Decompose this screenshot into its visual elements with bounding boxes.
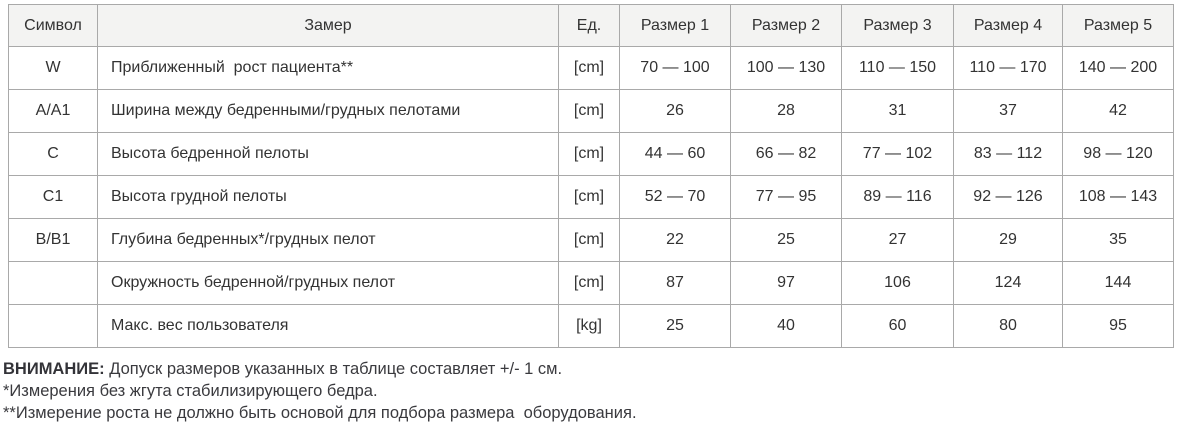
header-size-1: Размер 1	[619, 4, 731, 47]
unit-cell: [cm]	[558, 89, 620, 133]
header-measure: Замер	[97, 4, 559, 47]
header-size-3: Размер 3	[841, 4, 954, 47]
header-size-5: Размер 5	[1062, 4, 1174, 47]
size-cell: 29	[953, 218, 1063, 262]
size-cell: 42	[1062, 89, 1174, 133]
size-cell: 92 — 126	[953, 175, 1063, 219]
unit-cell: [kg]	[558, 304, 620, 348]
size-cell: 70 — 100	[619, 46, 731, 90]
size-cell: 110 — 170	[953, 46, 1063, 90]
footnote-1: *Измерения без жгута стабилизирующего бе…	[3, 382, 378, 400]
sizing-table-container: Символ Замер Ед. Размер 1 Размер 2 Разме…	[8, 4, 1174, 348]
size-cell: 66 — 82	[730, 132, 842, 176]
size-cell: 25	[730, 218, 842, 262]
header-symbol: Символ	[8, 4, 98, 47]
unit-cell: [cm]	[558, 261, 620, 305]
measure-cell: Глубина бедренных*/грудных пелот	[97, 218, 559, 262]
header-unit: Ед.	[558, 4, 620, 47]
table-body: W Приближенный рост пациента** [cm] 70 —…	[8, 46, 1174, 348]
size-cell: 60	[841, 304, 954, 348]
size-cell: 28	[730, 89, 842, 133]
unit-cell: [cm]	[558, 132, 620, 176]
table-row: A/A1 Ширина между бедренными/грудных пел…	[8, 89, 1174, 133]
size-cell: 87	[619, 261, 731, 305]
table-row: W Приближенный рост пациента** [cm] 70 —…	[8, 46, 1174, 90]
symbol-cell	[8, 304, 98, 348]
symbol-cell: C	[8, 132, 98, 176]
size-cell: 100 — 130	[730, 46, 842, 90]
header-size-4: Размер 4	[953, 4, 1063, 47]
unit-cell: [cm]	[558, 218, 620, 262]
measure-cell: Приближенный рост пациента**	[97, 46, 559, 90]
size-cell: 110 — 150	[841, 46, 954, 90]
header-size-2: Размер 2	[730, 4, 842, 47]
size-cell: 31	[841, 89, 954, 133]
size-cell: 89 — 116	[841, 175, 954, 219]
size-cell: 77 — 102	[841, 132, 954, 176]
size-cell: 44 — 60	[619, 132, 731, 176]
size-cell: 98 — 120	[1062, 132, 1174, 176]
size-cell: 22	[619, 218, 731, 262]
size-cell: 26	[619, 89, 731, 133]
size-cell: 95	[1062, 304, 1174, 348]
table-row: C1 Высота грудной пелоты [cm] 52 — 70 77…	[8, 175, 1174, 219]
size-cell: 80	[953, 304, 1063, 348]
size-cell: 144	[1062, 261, 1174, 305]
size-cell: 27	[841, 218, 954, 262]
symbol-cell: C1	[8, 175, 98, 219]
unit-cell: [cm]	[558, 175, 620, 219]
size-cell: 97	[730, 261, 842, 305]
symbol-cell: B/B1	[8, 218, 98, 262]
table-row: Окружность бедренной/грудных пелот [cm] …	[8, 261, 1174, 305]
size-cell: 124	[953, 261, 1063, 305]
size-cell: 106	[841, 261, 954, 305]
warning-label: ВНИМАНИЕ:	[3, 360, 105, 378]
table-row: B/B1 Глубина бедренных*/грудных пелот [c…	[8, 218, 1174, 262]
measure-cell: Ширина между бедренными/грудных пелотами	[97, 89, 559, 133]
table-header: Символ Замер Ед. Размер 1 Размер 2 Разме…	[8, 4, 1174, 47]
measure-cell: Окружность бедренной/грудных пелот	[97, 261, 559, 305]
symbol-cell	[8, 261, 98, 305]
size-cell: 25	[619, 304, 731, 348]
table-row: C Высота бедренной пелоты [cm] 44 — 60 6…	[8, 132, 1174, 176]
symbol-cell: A/A1	[8, 89, 98, 133]
footnotes: ВНИМАНИЕ: Допуск размеров указанных в та…	[3, 358, 1173, 424]
table-row: Макс. вес пользователя [kg] 25 40 60 80 …	[8, 304, 1174, 348]
sizing-table: Символ Замер Ед. Размер 1 Размер 2 Разме…	[8, 4, 1174, 348]
size-cell: 52 — 70	[619, 175, 731, 219]
measure-cell: Высота грудной пелоты	[97, 175, 559, 219]
size-cell: 37	[953, 89, 1063, 133]
size-cell: 83 — 112	[953, 132, 1063, 176]
footnote-2: **Измерение роста не должно быть основой…	[3, 404, 637, 422]
size-cell: 140 — 200	[1062, 46, 1174, 90]
size-cell: 40	[730, 304, 842, 348]
measure-cell: Высота бедренной пелоты	[97, 132, 559, 176]
symbol-cell: W	[8, 46, 98, 90]
size-cell: 35	[1062, 218, 1174, 262]
size-cell: 77 — 95	[730, 175, 842, 219]
warning-text: Допуск размеров указанных в таблице сост…	[104, 360, 563, 378]
size-cell: 108 — 143	[1062, 175, 1174, 219]
warning-note: ВНИМАНИЕ: Допуск размеров указанных в та…	[3, 358, 1173, 380]
measure-cell: Макс. вес пользователя	[97, 304, 559, 348]
unit-cell: [cm]	[558, 46, 620, 90]
header-row: Символ Замер Ед. Размер 1 Размер 2 Разме…	[8, 4, 1174, 47]
